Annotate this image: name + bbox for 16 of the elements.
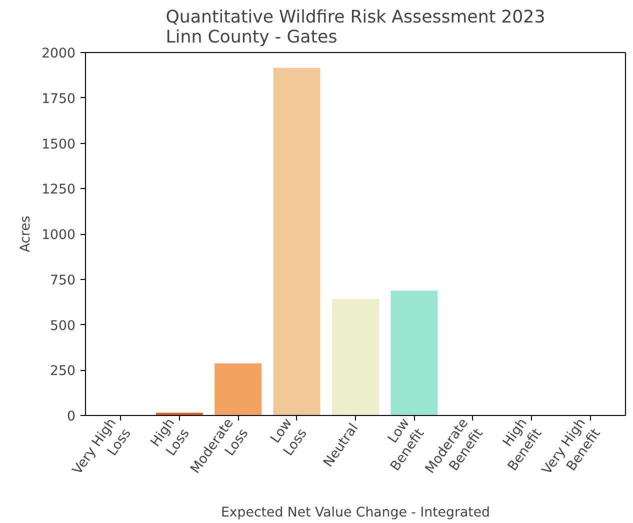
y-tick-label: 1500 [42, 137, 76, 152]
y-tick-label: 500 [50, 318, 76, 334]
y-axis-title: Acres [18, 216, 34, 252]
bar [273, 68, 320, 416]
chart-title: Quantitative Wildfire Risk Assessment 2023 Linn County - Gates [166, 8, 546, 48]
y-tick-label: 250 [50, 364, 76, 380]
y-tick-label: 750 [50, 273, 76, 288]
x-axis-title: Expected Net Value Change - Integrated [221, 505, 490, 520]
bar [214, 363, 262, 416]
bar [390, 290, 438, 416]
y-tick-label: 0 [67, 410, 76, 424]
y-tick-label: 2000 [42, 46, 76, 62]
bar [332, 298, 379, 416]
y-tick-label: 1250 [42, 182, 76, 198]
y-tick-label: 1000 [42, 228, 76, 243]
y-tick-label: 1750 [42, 92, 76, 107]
